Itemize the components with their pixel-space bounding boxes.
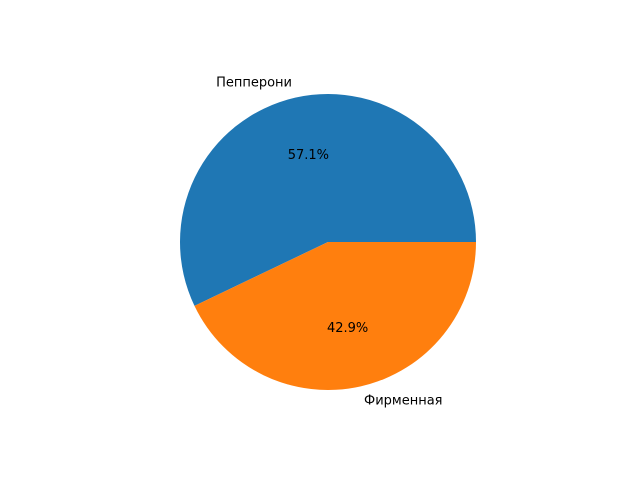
pie-slices	[180, 94, 477, 391]
slice-category-label: Пепперони	[216, 76, 292, 91]
slice-percent-label: 57.1%	[288, 148, 329, 163]
pie-labels: Пепперони 57.1% Фирменная 42.9%	[216, 76, 442, 409]
pie-slice	[180, 94, 476, 306]
pie-slice	[194, 242, 477, 391]
slice-percent-label: 42.9%	[327, 321, 368, 336]
slice-category-label: Фирменная	[364, 393, 442, 408]
